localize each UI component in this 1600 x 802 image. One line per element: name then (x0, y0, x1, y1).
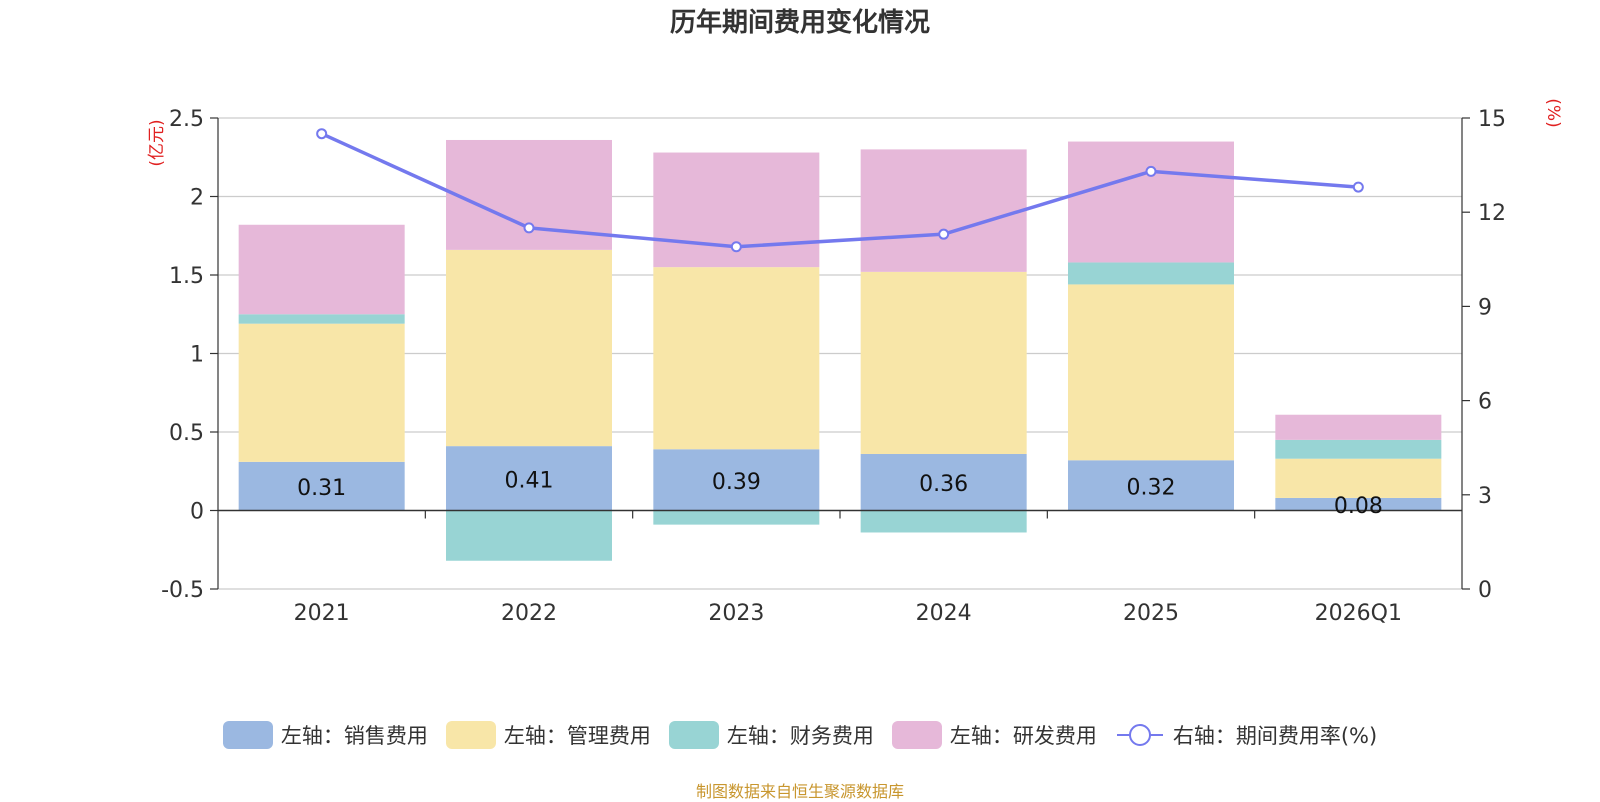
right-axis-tick-label-3: 9 (1478, 295, 1492, 320)
right-axis-tick-label-0: 0 (1478, 578, 1492, 603)
legend-label-4: 右轴：期间费用率(%) (1172, 724, 1378, 748)
chart-title: 历年期间费用变化情况 (669, 8, 930, 38)
right-axis-tick-label-5: 15 (1478, 107, 1506, 132)
bar-s2-2026Q1 (1275, 439, 1442, 459)
right-axis-tick-label-4: 12 (1478, 201, 1506, 226)
bar-s2-2025 (1068, 262, 1234, 285)
left-axis-tick-label-0: -0.5 (161, 578, 204, 603)
left-axis-tick-label-3: 1 (190, 343, 204, 368)
bar-s3-2026Q1 (1275, 414, 1442, 440)
left-axis-tick-label-5: 2 (190, 186, 204, 211)
bar-s0-2026Q1 (1275, 497, 1442, 511)
data-label-sales-2022: 0.41 (505, 468, 554, 493)
legend: 左轴：销售费用 左轴：管理费用 左轴：财务费用 左轴：研发费用 右轴：期间费用率(%) (0, 720, 1600, 750)
right-axis-tick-label-1: 3 (1478, 484, 1492, 509)
left-axis-tick-label-4: 1.5 (169, 264, 204, 289)
x-axis-label-2023: 2023 (708, 601, 764, 626)
rate-point-2025 (1145, 165, 1157, 177)
data-label-sales-2026Q1: 0.08 (1334, 494, 1383, 519)
right-axis-unit-label: (%) (1543, 98, 1563, 127)
bar-s0-2023 (653, 449, 820, 511)
legend-label-0: 左轴：销售费用 (280, 724, 428, 748)
bar-s2-2022 (446, 510, 612, 561)
data-label-sales-2021: 0.31 (297, 476, 346, 501)
legend-label-1: 左轴：管理费用 (503, 724, 651, 748)
left-axis-tick-label-6: 2.5 (169, 107, 204, 132)
legend-label-3: 左轴：研发费用 (949, 724, 1097, 748)
bar-s2-2023 (653, 510, 820, 525)
bar-s1-2025 (1068, 284, 1234, 461)
legend-swatch-1 (445, 721, 496, 749)
bar-s3-2024 (860, 149, 1027, 272)
rate-point-2021 (316, 128, 328, 140)
bar-s0-2024 (860, 453, 1027, 511)
legend-swatch-3 (891, 721, 942, 749)
bar-s1-2022 (446, 249, 612, 447)
rate-point-2024 (938, 228, 950, 240)
rate-point-2023 (730, 241, 742, 253)
bar-s1-2026Q1 (1275, 458, 1442, 498)
bar-s1-2021 (238, 323, 405, 462)
legend-swatch-2 (668, 721, 719, 749)
legend-item-2[interactable]: 左轴：财务费用 (668, 720, 874, 750)
data-label-sales-2025: 0.32 (1127, 475, 1176, 500)
data-label-sales-2023: 0.39 (712, 470, 761, 495)
bar-s2-2021 (238, 314, 405, 324)
x-axis-label-2024: 2024 (916, 601, 972, 626)
data-label-sales-2024: 0.36 (919, 472, 968, 497)
legend-line-marker-icon (1116, 724, 1163, 746)
x-axis-label-2022: 2022 (501, 601, 557, 626)
bar-s3-2021 (238, 224, 405, 315)
left-axis-tick-label-2: 0.5 (169, 421, 204, 446)
source-note: 制图数据来自恒生聚源数据库 (695, 782, 904, 801)
legend-swatch-0 (222, 721, 273, 749)
bar-s3-2025 (1068, 141, 1234, 263)
bar-s0-2021 (238, 461, 405, 511)
bar-s0-2025 (1068, 460, 1234, 511)
rate-point-2022 (523, 222, 535, 234)
bar-s1-2024 (860, 271, 1027, 454)
bar-s2-2024 (860, 510, 1027, 533)
legend-item-0[interactable]: 左轴：销售费用 (222, 720, 428, 750)
rate-line (320, 132, 1359, 249)
x-axis-label-2026Q1: 2026Q1 (1315, 601, 1402, 626)
x-axis-label-2025: 2025 (1123, 601, 1179, 626)
legend-item-1[interactable]: 左轴：管理费用 (445, 720, 651, 750)
legend-item-4[interactable]: 右轴：期间费用率(%) (1115, 720, 1377, 750)
right-axis-tick-label-2: 6 (1478, 390, 1492, 415)
x-axis-label-2021: 2021 (294, 601, 350, 626)
rate-point-2026Q1 (1352, 181, 1364, 193)
bar-s0-2022 (446, 446, 612, 511)
legend-label-2: 左轴：财务费用 (726, 724, 874, 748)
left-axis-tick-label-1: 0 (190, 500, 204, 525)
legend-item-3[interactable]: 左轴：研发费用 (891, 720, 1097, 750)
bar-s1-2023 (653, 267, 820, 450)
left-axis-unit-label: (亿元) (147, 119, 167, 166)
